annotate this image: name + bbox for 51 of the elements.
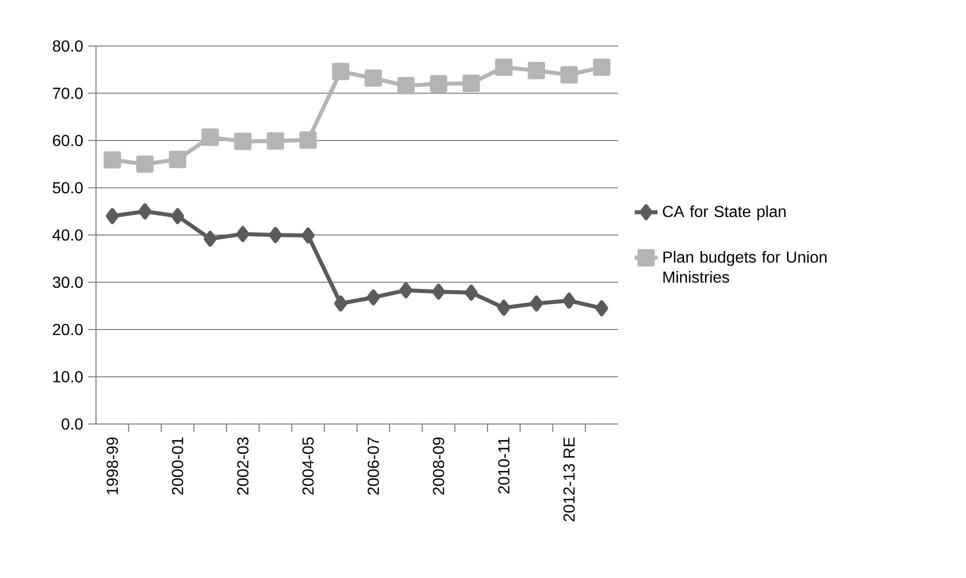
point [234,132,252,150]
point [136,155,154,173]
point [202,128,219,146]
y-tick-label: 70.0 [52,88,83,99]
x-tick-label: 2002-03 [237,437,248,495]
point [464,284,478,301]
point [397,77,415,94]
point [399,282,412,298]
point [138,203,152,220]
legend-label: CA for State plan [662,205,786,220]
point [366,289,380,306]
x-tick-label: 2008-09 [432,437,444,495]
legend-label: Plan budgets for Union Ministries [663,251,827,283]
y-tick-label: 30.0 [52,276,83,288]
point [462,74,480,92]
point [560,66,578,84]
point [334,296,348,312]
point [204,230,217,247]
point [106,208,119,224]
point [302,227,315,244]
point [495,58,512,76]
y-tick-label: 0.0 [62,418,83,430]
point [236,226,250,242]
y-tick-label: 10.0 [53,371,83,382]
point [171,208,184,224]
x-tick-label: 2010-11 [498,438,510,494]
point [430,75,448,92]
y-tick-label: 20.0 [52,324,83,336]
x-tick-label: 2004-05 [302,437,314,495]
point [364,69,382,87]
x-tick-label: 2000-01 [172,438,184,495]
point [266,132,284,150]
y-tick-label: 60.0 [52,134,83,146]
point [528,62,546,80]
x-tick-label: 2006-07 [368,438,379,495]
y-tick-label: 80.0 [52,40,83,52]
x-tick-label: 1998-99 [106,437,118,494]
x-tick-label: 2012-13 RE [563,437,575,522]
point [268,227,282,243]
point [332,62,350,80]
y-tick-label: 50.0 [52,182,83,194]
point [104,151,121,169]
point [432,284,446,300]
point [168,150,186,168]
point [299,131,317,149]
point [595,300,608,316]
y-tick-label: 40.0 [52,229,83,241]
point [593,58,610,76]
point [530,296,543,312]
point [562,292,576,309]
point [497,300,510,316]
